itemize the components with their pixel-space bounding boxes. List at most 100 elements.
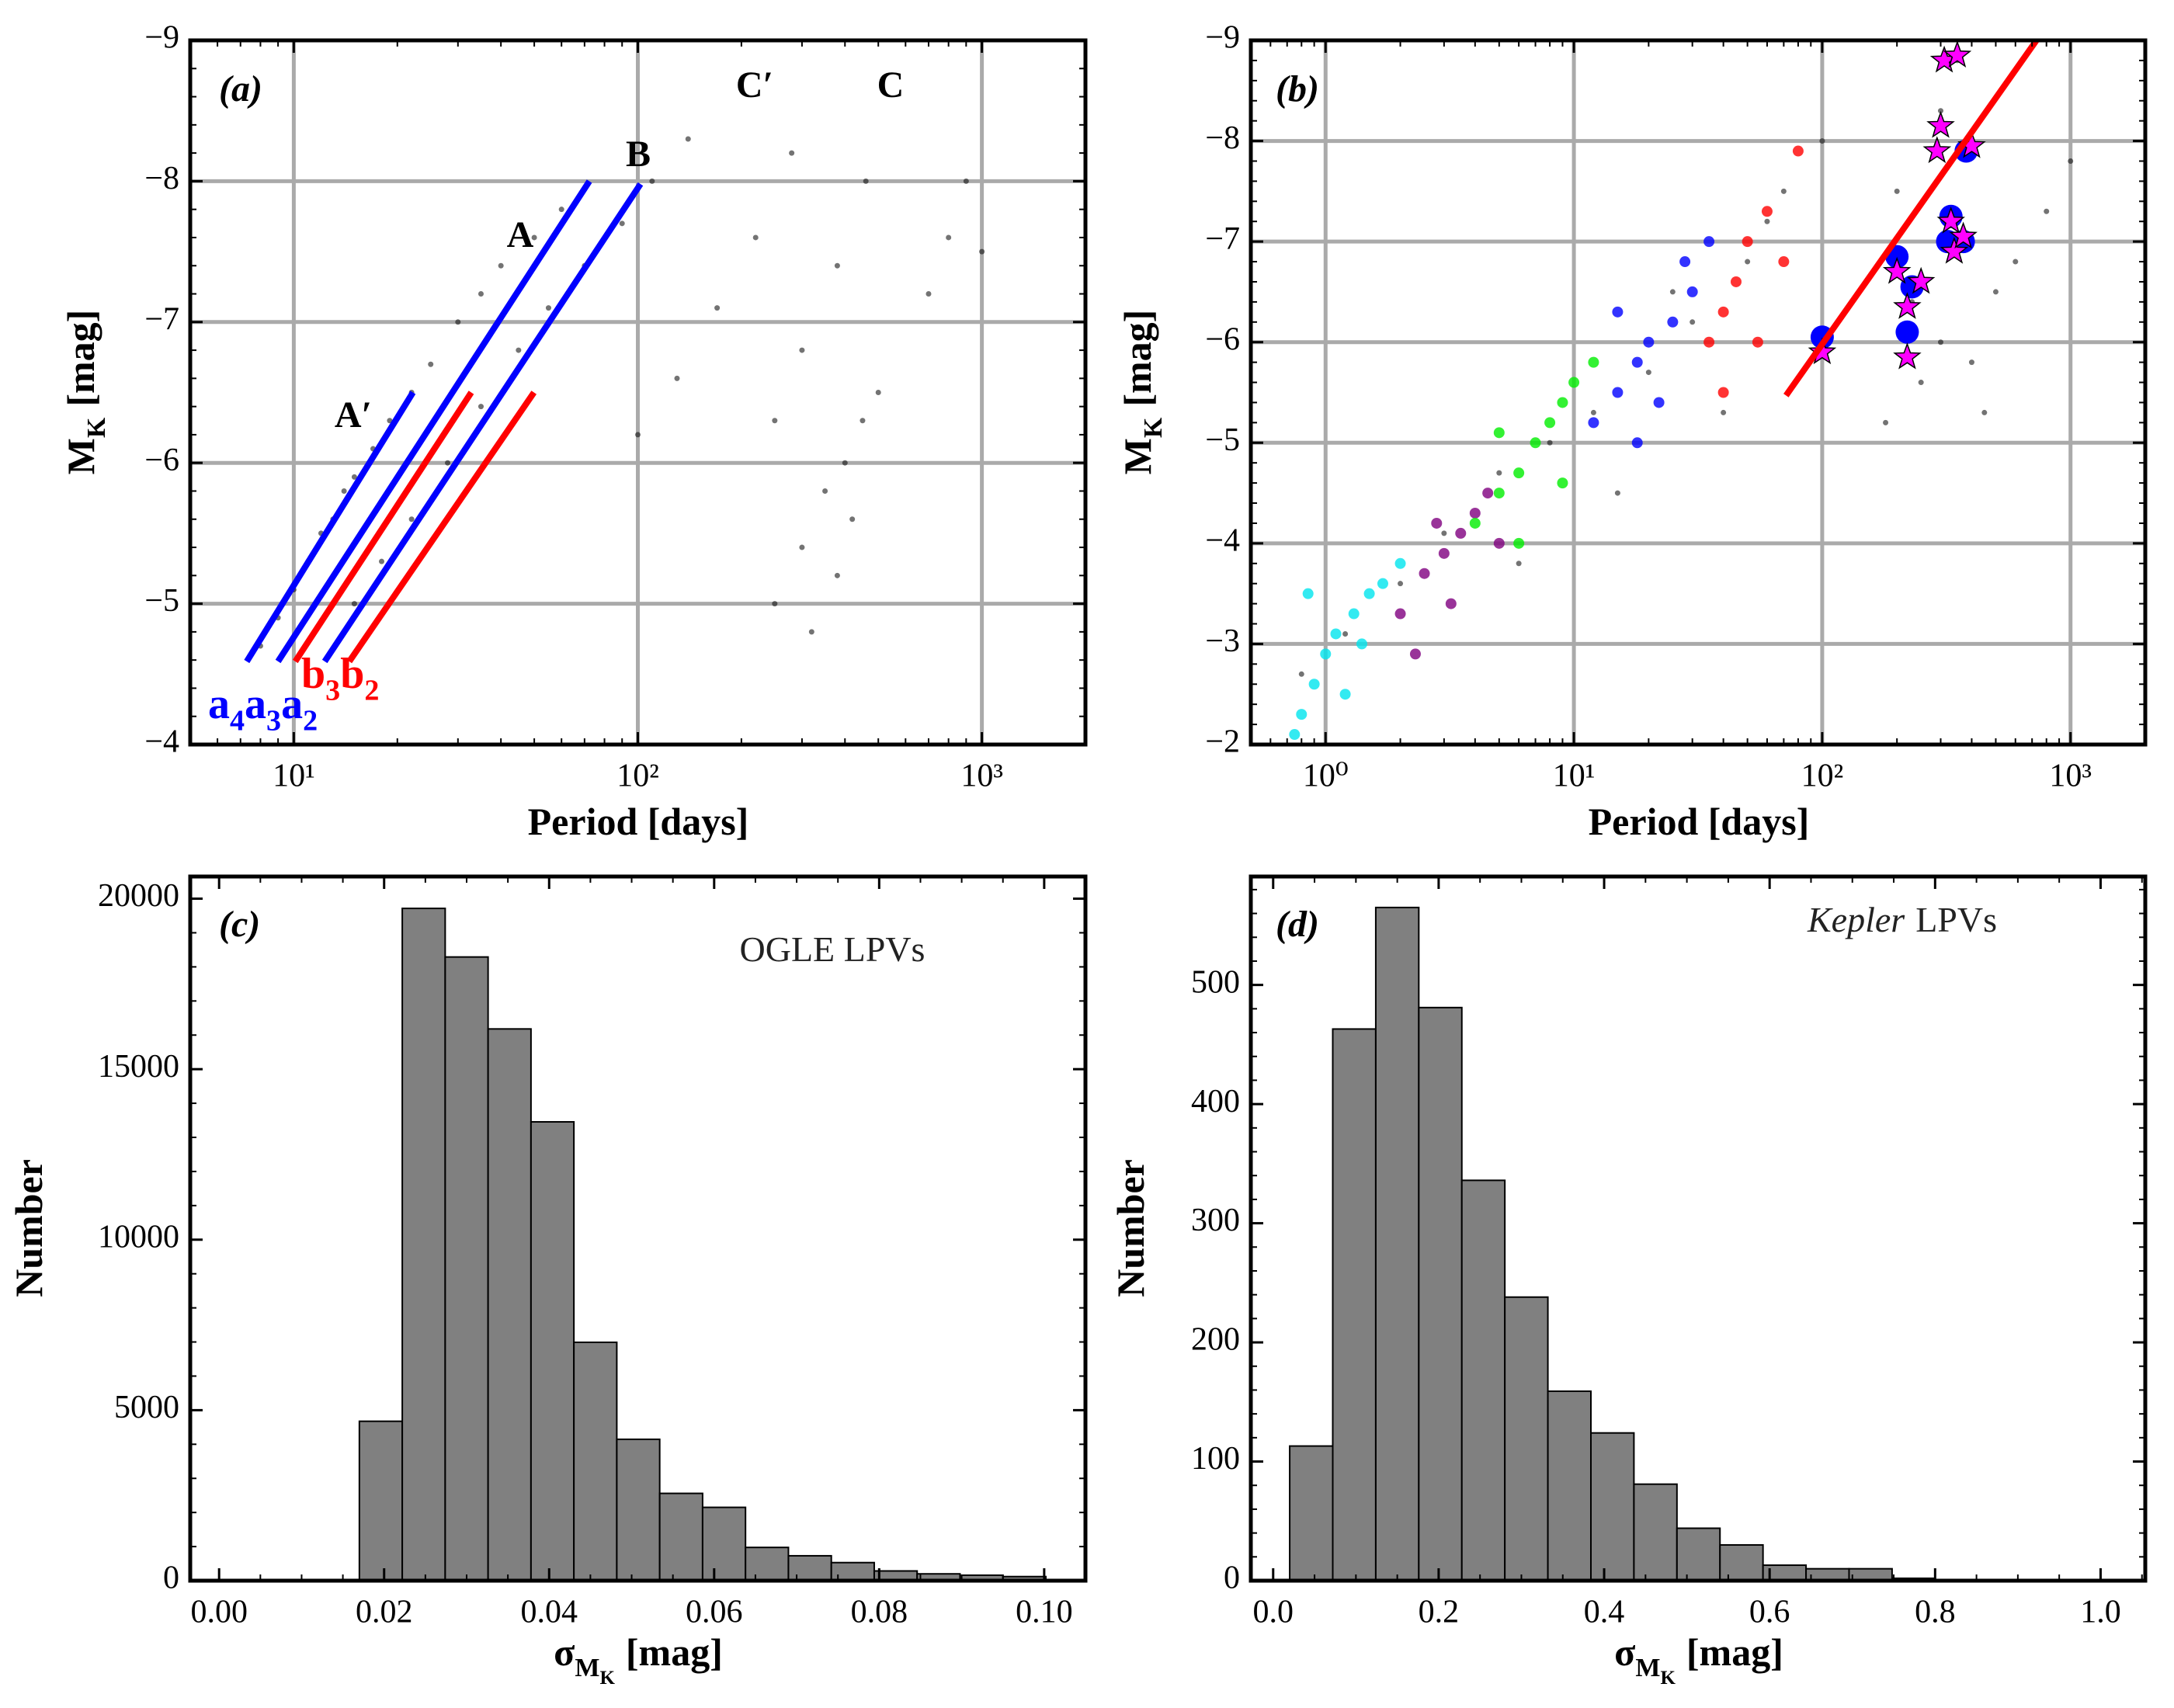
- sequence-label: A: [507, 214, 534, 255]
- y-axis-label: Number: [7, 1159, 50, 1297]
- scatter-point: [1445, 598, 1457, 609]
- scatter-point: [1431, 517, 1443, 529]
- x-tick-label: 0.08: [851, 1595, 908, 1630]
- scatter-point: [1419, 568, 1430, 579]
- x-tick-label: 10³: [960, 759, 1003, 794]
- scatter-point: [1612, 387, 1624, 398]
- fit-line: [321, 182, 644, 664]
- x-tick-label: 10⁰: [1303, 759, 1349, 794]
- histogram-bar: [1460, 1179, 1506, 1582]
- scatter-point: [619, 220, 625, 227]
- label-part: M: [1116, 438, 1159, 474]
- scatter-point: [1792, 145, 1804, 157]
- y-tick-label: −7: [1205, 221, 1240, 257]
- scatter-point: [1469, 507, 1481, 519]
- scatter-point: [498, 262, 504, 269]
- y-tick-label: 0: [1224, 1560, 1240, 1596]
- y-tick-label: −9: [1205, 20, 1240, 56]
- y-tick-label: −9: [144, 20, 179, 56]
- scatter-point: [1717, 387, 1729, 398]
- y-axis-label: MK [mag]: [1116, 310, 1168, 475]
- scatter-point: [799, 347, 805, 353]
- scatter-point: [946, 234, 952, 241]
- fit-line: [292, 391, 474, 664]
- x-tick-label: 0.00: [190, 1595, 248, 1630]
- x-tick-label: 10³: [2049, 759, 2092, 794]
- scatter-point: [531, 234, 537, 241]
- scatter-point: [822, 488, 828, 494]
- scatter-point: [674, 375, 680, 381]
- scatter-point: [1614, 490, 1620, 496]
- scatter-point: [445, 460, 451, 466]
- scatter-point: [834, 572, 840, 578]
- scatter-point: [1780, 188, 1787, 194]
- histogram-bar: [358, 1420, 404, 1581]
- y-tick-label: 300: [1191, 1203, 1240, 1238]
- y-tick-label: 0: [163, 1560, 179, 1596]
- scatter-point: [635, 432, 641, 438]
- y-tick-label: −5: [144, 583, 179, 619]
- scatter-point: [1631, 356, 1643, 368]
- scatter-point: [1883, 419, 1889, 425]
- y-axis-label: MK [mag]: [59, 310, 111, 475]
- sequence-label: A′: [335, 394, 372, 436]
- panel-label: (c): [219, 904, 260, 945]
- star-point: [1808, 337, 1837, 365]
- x-axis-label: Period [days]: [1589, 800, 1810, 843]
- scatter-point: [1441, 530, 1447, 536]
- x-tick-label: 0.04: [521, 1595, 578, 1630]
- histogram-bar: [787, 1554, 832, 1581]
- scatter-point: [714, 305, 721, 311]
- star-point: [1949, 221, 1978, 249]
- histogram-bar: [1332, 1028, 1377, 1581]
- scatter-point: [1588, 417, 1599, 429]
- label-part: K: [82, 417, 111, 438]
- scatter-point: [1493, 537, 1505, 549]
- y-tick-label: 10000: [98, 1219, 179, 1255]
- y-tick-label: −6: [144, 443, 179, 478]
- fit-line: [346, 391, 537, 664]
- y-axis-label: Number: [1109, 1159, 1152, 1297]
- scatter-point: [1992, 289, 1999, 295]
- scatter-point: [2044, 208, 2050, 214]
- label-part: M: [59, 438, 102, 474]
- fit-line: [275, 179, 592, 664]
- scatter-point: [1493, 488, 1505, 499]
- scatter-point: [789, 150, 795, 156]
- histogram-bar: [745, 1547, 790, 1581]
- histogram-bar: [616, 1438, 661, 1581]
- scatter-point: [1918, 380, 1924, 386]
- sequence-label: C: [877, 64, 905, 106]
- scatter-point: [558, 207, 564, 213]
- line-label: b3b2: [301, 650, 379, 707]
- scatter-point: [1761, 206, 1773, 217]
- scatter-point: [1516, 561, 1522, 567]
- scatter-point: [772, 418, 778, 424]
- histogram-bar: [573, 1341, 618, 1581]
- scatter-point: [1513, 467, 1525, 479]
- scatter-point: [860, 418, 866, 424]
- scatter-point: [799, 544, 805, 550]
- scatter-point: [1894, 188, 1900, 194]
- x-tick-label: 0.2: [1419, 1595, 1460, 1630]
- label-part: K: [1660, 1668, 1676, 1689]
- scatter-point: [863, 178, 869, 184]
- x-tick-label: 0.4: [1584, 1595, 1625, 1630]
- label-part: 2: [364, 675, 379, 707]
- x-tick-label: 10¹: [273, 759, 315, 794]
- y-tick-label: −3: [1205, 623, 1240, 659]
- x-tick-label: 10¹: [1553, 759, 1596, 794]
- x-tick-label: 0.0: [1253, 1595, 1294, 1630]
- scatter-point: [1686, 286, 1698, 297]
- scatter-point: [1679, 256, 1691, 268]
- scatter-point: [1752, 336, 1763, 348]
- scatter-point: [387, 418, 393, 424]
- scatter-point: [1339, 689, 1351, 700]
- scatter-point: [408, 516, 415, 522]
- scatter-point: [649, 178, 655, 184]
- x-tick-label: 0.06: [686, 1595, 743, 1630]
- label-part: [mag]: [1116, 310, 1159, 407]
- histogram-bar: [1676, 1527, 1721, 1581]
- y-tick-label: 5000: [114, 1390, 179, 1425]
- label-part: b: [301, 650, 325, 698]
